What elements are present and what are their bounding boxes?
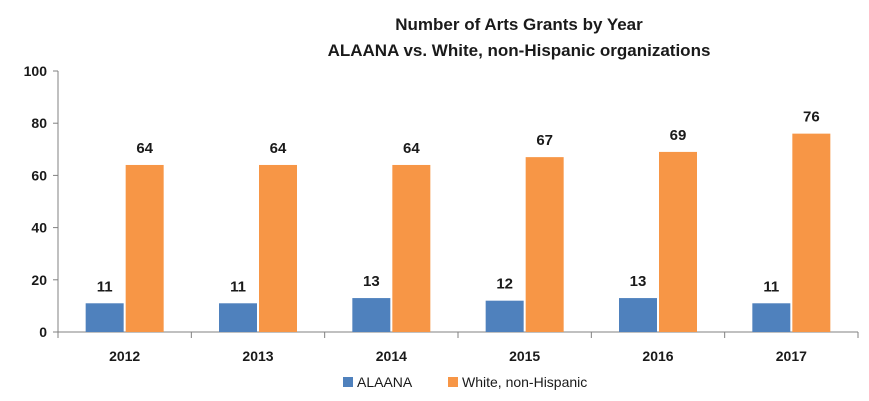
chart-title-line-2: ALAANA vs. White, non-Hispanic organizat… — [328, 41, 711, 60]
data-label: 11 — [97, 278, 113, 295]
data-label: 12 — [496, 276, 513, 293]
data-label: 67 — [536, 132, 553, 149]
chart-title-line-1: Number of Arts Grants by Year — [395, 15, 643, 34]
data-label: 69 — [670, 127, 687, 144]
x-axis: 2012 2013 2014 2015 2016 2017 — [57, 331, 859, 364]
bar — [619, 298, 657, 332]
data-label: 11 — [230, 278, 246, 295]
bar — [85, 303, 124, 332]
x-tick-label: 2017 — [776, 348, 807, 364]
x-tick-label: 2016 — [642, 348, 673, 364]
legend-label: White, non-Hispanic — [462, 374, 587, 390]
bar — [752, 303, 791, 332]
bar — [219, 303, 257, 332]
series-white-non-hispanic: 64 64 64 67 69 76 — [125, 109, 831, 332]
y-tick-label: 0 — [39, 324, 47, 340]
y-tick-label: 20 — [31, 272, 47, 288]
bar — [792, 133, 831, 332]
y-tick-label: 80 — [31, 115, 47, 131]
y-tick-label: 100 — [24, 63, 48, 79]
legend-item: White, non-Hispanic — [448, 374, 587, 390]
plot-area: 11 11 13 12 13 11 64 64 64 67 69 76 — [85, 109, 831, 332]
series-alaana: 11 11 13 12 13 11 — [85, 273, 791, 332]
chart-title: Number of Arts Grants by Year ALAANA vs.… — [328, 15, 711, 60]
data-label: 11 — [763, 278, 779, 295]
legend-item: ALAANA — [343, 374, 413, 390]
legend: ALAANA White, non-Hispanic — [343, 374, 587, 390]
bar — [125, 164, 164, 332]
data-label: 13 — [363, 273, 380, 290]
x-tick-label: 2014 — [376, 348, 407, 364]
bar — [259, 164, 297, 332]
x-tick-label: 2012 — [109, 348, 140, 364]
legend-label: ALAANA — [357, 374, 413, 390]
data-label: 13 — [630, 273, 647, 290]
bar — [352, 298, 391, 332]
y-tick-label: 40 — [31, 220, 47, 236]
data-label: 64 — [136, 140, 153, 157]
x-tick-label: 2015 — [509, 348, 540, 364]
legend-swatch — [448, 377, 458, 387]
data-label: 76 — [803, 109, 820, 126]
data-label: 64 — [270, 140, 287, 157]
bar — [392, 164, 431, 332]
bar — [659, 151, 697, 332]
bar — [525, 157, 564, 332]
legend-swatch — [343, 377, 353, 387]
y-axis: 0 20 40 60 80 100 — [24, 63, 59, 340]
bar — [485, 300, 524, 332]
y-tick-label: 60 — [31, 167, 47, 183]
x-tick-label: 2013 — [242, 348, 273, 364]
data-label: 64 — [403, 140, 420, 157]
